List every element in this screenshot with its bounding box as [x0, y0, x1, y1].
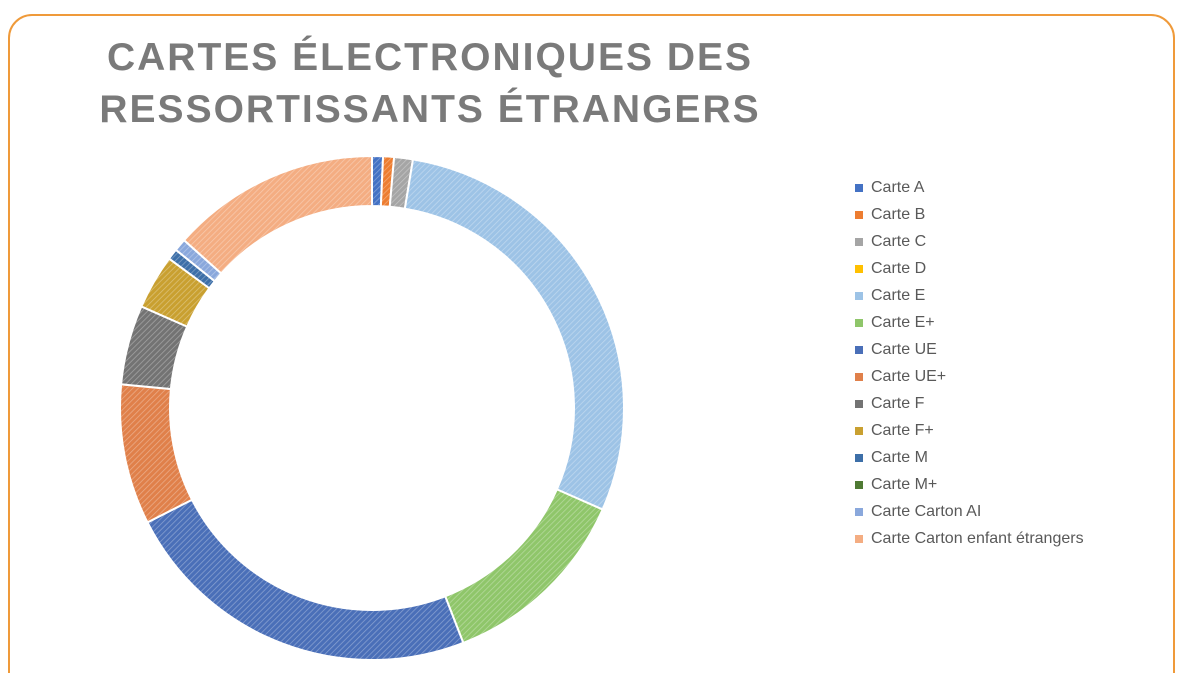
legend-label: Carte Carton AI [871, 502, 982, 520]
legend-swatch [855, 210, 863, 219]
legend-label: Carte D [871, 259, 927, 277]
legend-label: Carte C [871, 232, 927, 250]
legend-swatch [855, 183, 863, 192]
legend-swatch [855, 399, 863, 408]
legend-item: Carte C [855, 228, 1084, 255]
legend-item: Carte UE+ [855, 363, 1084, 390]
legend-label: Carte E+ [871, 313, 935, 331]
legend-swatch [855, 291, 863, 300]
legend-swatch [855, 264, 863, 273]
legend-item: Carte Carton AI [855, 498, 1084, 525]
legend-item: Carte F [855, 390, 1084, 417]
frame [8, 14, 1175, 673]
legend-label: Carte E [871, 286, 926, 304]
legend-swatch [855, 318, 863, 327]
donut-slice [119, 383, 194, 524]
legend-item: Carte UE [855, 336, 1084, 363]
legend-item: Carte F+ [855, 417, 1084, 444]
legend-swatch [855, 453, 863, 462]
legend-item: Carte M [855, 444, 1084, 471]
legend-label: Carte UE+ [871, 367, 947, 385]
legend-label: Carte Carton enfant étrangers [871, 529, 1084, 547]
legend-swatch [855, 534, 863, 543]
legend-item: Carte E+ [855, 309, 1084, 336]
legend-label: Carte F [871, 394, 925, 412]
legend-label: Carte M+ [871, 475, 938, 493]
legend-item: Carte D [855, 255, 1084, 282]
donut-slice [443, 488, 604, 645]
legend-item: Carte A [855, 174, 1084, 201]
legend-label: Carte M [871, 448, 928, 466]
legend-swatch [855, 372, 863, 381]
legend-item: Carte M+ [855, 471, 1084, 498]
legend-label: Carte F+ [871, 421, 934, 439]
legend-swatch [855, 507, 863, 516]
legend-swatch [855, 426, 863, 435]
legend-swatch [855, 480, 863, 489]
legend-item: Carte E [855, 282, 1084, 309]
legend-label: Carte B [871, 205, 926, 223]
legend-item: Carte Carton enfant étrangers [855, 525, 1084, 552]
legend-item: Carte B [855, 201, 1084, 228]
donut-slice [146, 498, 465, 661]
legend-label: Carte UE [871, 340, 937, 358]
donut-slice [182, 154, 373, 275]
legend-swatch [855, 237, 863, 246]
chart-title: CARTES ÉLECTRONIQUES DES RESSORTISSANTS … [99, 36, 761, 131]
donut-slice [403, 158, 625, 511]
legend: Carte A Carte B Carte C Carte D Carte E Carte… [855, 174, 1084, 552]
legend-label: Carte A [871, 178, 925, 196]
legend-swatch [855, 345, 863, 354]
